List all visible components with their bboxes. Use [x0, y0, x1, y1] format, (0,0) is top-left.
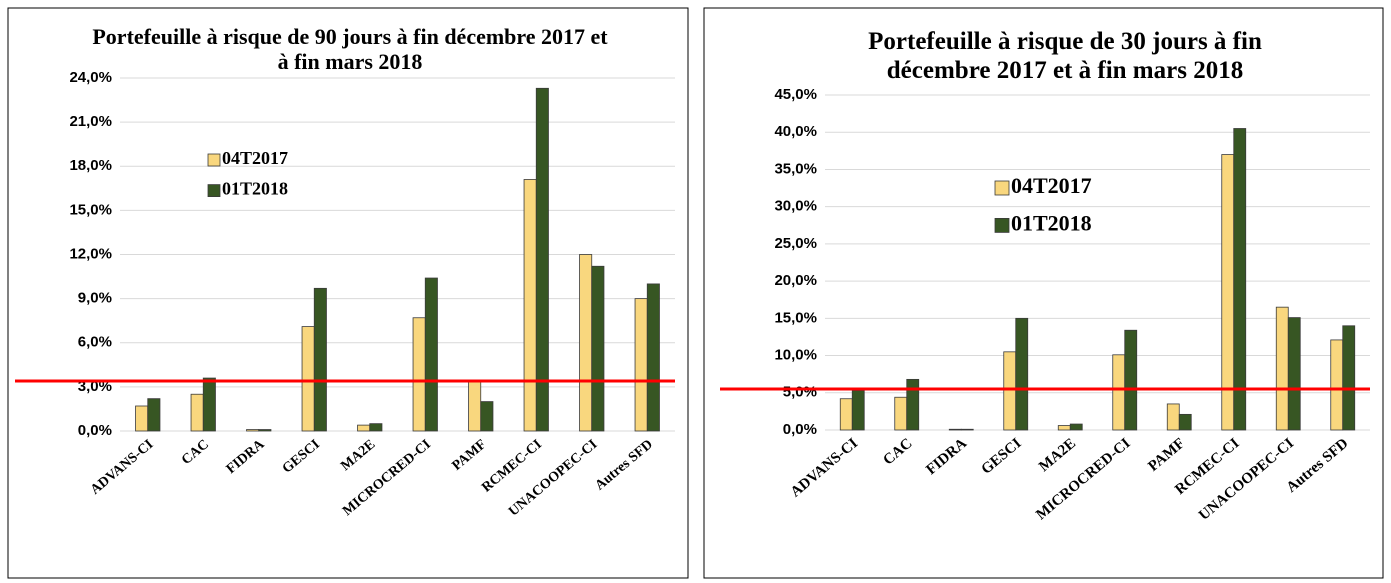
- y-tick-label: 5,0%: [783, 384, 817, 401]
- x-tick-label: CAC: [179, 437, 212, 468]
- bar: [960, 428, 974, 431]
- bar: [894, 396, 908, 431]
- y-tick-label: 6,0%: [78, 334, 112, 351]
- legend-label: 01T2018: [1011, 210, 1092, 235]
- y-tick-label: 25,0%: [774, 235, 817, 252]
- chart-frame: [703, 7, 1384, 579]
- bar: [591, 265, 605, 432]
- bar: [313, 287, 327, 432]
- bar: [1124, 329, 1138, 431]
- y-tick-label: 30,0%: [774, 198, 817, 215]
- y-tick-label: 10,0%: [774, 347, 817, 364]
- legend-swatch: [207, 153, 221, 167]
- x-tick-label: PAMF: [450, 437, 490, 474]
- chart-frame: [7, 7, 689, 579]
- x-tick-label: GESCI: [280, 437, 323, 477]
- chart-title: Portefeuille à risque de 90 jours à fin …: [92, 24, 608, 75]
- chart-title: Portefeuille à risque de 30 jours à fin …: [868, 28, 1262, 84]
- bar: [301, 326, 315, 432]
- legend-swatch: [994, 217, 1010, 233]
- x-tick-label: MA2E: [338, 437, 378, 474]
- y-tick-label: 0,0%: [783, 421, 817, 438]
- x-tick-label: GESCI: [978, 435, 1024, 477]
- x-tick-label: UNACOOPEC-CI: [1196, 435, 1297, 523]
- bar: [1057, 425, 1071, 431]
- bar: [147, 398, 161, 432]
- bar: [258, 429, 272, 432]
- bar: [202, 377, 216, 432]
- bar: [1015, 317, 1029, 431]
- bar: [839, 398, 853, 431]
- bar: [1330, 339, 1344, 431]
- bar: [1178, 413, 1192, 431]
- y-tick-label: 45,0%: [774, 86, 817, 103]
- y-tick-label: 40,0%: [774, 123, 817, 140]
- bar: [135, 405, 149, 432]
- legend-label: 01T2018: [222, 179, 288, 199]
- bar: [523, 179, 537, 432]
- x-tick-label: FIDRA: [224, 436, 268, 477]
- bar: [1275, 306, 1289, 431]
- y-tick-label: 20,0%: [774, 272, 817, 289]
- bar: [1287, 317, 1301, 431]
- x-tick-label: MICROCRED-CI: [1033, 435, 1133, 523]
- bar: [1069, 423, 1083, 431]
- bar: [646, 283, 660, 432]
- bar: [357, 424, 371, 432]
- bar: [412, 317, 426, 432]
- bar: [1233, 128, 1247, 431]
- bar: [1112, 354, 1126, 431]
- legend-label: 04T2017: [222, 148, 288, 168]
- bar: [535, 87, 549, 432]
- y-tick-label: 24,0%: [69, 69, 112, 86]
- bar: [190, 393, 204, 432]
- bar: [1342, 325, 1356, 431]
- bar: [634, 298, 648, 432]
- y-tick-label: 35,0%: [774, 160, 817, 177]
- bar: [851, 390, 865, 431]
- bar: [1003, 351, 1017, 431]
- y-tick-label: 21,0%: [69, 113, 112, 130]
- legend-swatch: [207, 184, 221, 198]
- bar: [424, 277, 438, 432]
- x-tick-label: MA2E: [1036, 435, 1079, 475]
- legend-label: 04T2017: [1011, 173, 1092, 198]
- bar: [948, 428, 962, 431]
- y-tick-label: 18,0%: [69, 157, 112, 174]
- y-tick-label: 12,0%: [69, 245, 112, 262]
- y-tick-label: 9,0%: [78, 290, 112, 307]
- y-tick-label: 15,0%: [774, 309, 817, 326]
- x-tick-label: ADVANS-CI: [88, 437, 156, 498]
- x-tick-label: ADVANS-CI: [788, 435, 861, 500]
- bar: [369, 423, 383, 432]
- bar: [480, 401, 494, 432]
- bar: [468, 380, 482, 432]
- bar: [1166, 403, 1180, 431]
- y-tick-label: 15,0%: [69, 201, 112, 218]
- x-tick-label: FIDRA: [923, 435, 970, 478]
- legend-swatch: [994, 180, 1010, 196]
- x-tick-label: CAC: [880, 435, 915, 468]
- bar: [579, 254, 593, 432]
- x-tick-label: Autres SFD: [593, 437, 656, 494]
- y-tick-label: 0,0%: [78, 422, 112, 439]
- x-tick-label: PAMF: [1145, 435, 1188, 474]
- bar: [906, 378, 920, 431]
- bar: [246, 429, 260, 432]
